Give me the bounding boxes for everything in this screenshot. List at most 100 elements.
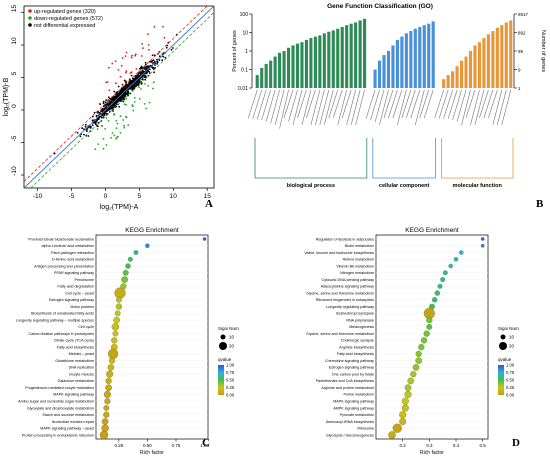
category-label-stub	[461, 89, 471, 126]
category-label-stub	[306, 89, 316, 119]
color-legend-label: 0.50	[226, 378, 235, 383]
scatter-point	[96, 128, 99, 131]
data-point	[401, 404, 409, 412]
data-point	[99, 430, 109, 440]
scatter-point	[129, 86, 132, 89]
bar	[413, 28, 417, 89]
bar	[322, 33, 326, 88]
chart-title: Gene Function Classification (GO)	[327, 3, 433, 10]
scatter-point	[76, 132, 79, 134]
bar	[468, 51, 473, 88]
panel-label-b: B	[536, 198, 544, 210]
scatter-point	[157, 53, 159, 55]
scatter-point	[142, 67, 145, 69]
bar	[278, 52, 282, 88]
category-label: Arginine and proline metabolism	[321, 386, 374, 390]
category-label-stub	[355, 89, 365, 126]
scatter-point	[137, 72, 140, 75]
category-label: Biotin metabolism	[345, 244, 374, 248]
category-label-stub	[370, 89, 380, 121]
bar	[345, 25, 349, 89]
category-label-stub	[452, 89, 462, 121]
category-label-stub	[397, 89, 407, 126]
category-label: Plant pathogen interaction	[51, 251, 94, 255]
category-label: Biosynthesis of unsaturated fatty acids	[31, 312, 94, 316]
scatter-point	[147, 33, 149, 35]
data-point	[480, 243, 485, 248]
y-tick-label: 1	[245, 49, 248, 55]
scatter-point	[116, 136, 118, 139]
size-legend-label: 20	[509, 344, 515, 349]
scatter-point	[154, 64, 156, 66]
bar	[286, 47, 291, 88]
scatter-point	[113, 112, 116, 115]
category-label-stub	[274, 89, 285, 126]
category-label-stub	[297, 89, 307, 119]
category-label: Galactose metabolism	[58, 379, 94, 383]
category-label-stub	[419, 89, 430, 119]
scatter-point	[108, 66, 110, 69]
x-tick-label: 0	[104, 193, 108, 200]
scatter-point	[141, 69, 144, 72]
y-axis-label: Percent of genes	[232, 30, 238, 72]
category-label: Fatty acid degradation	[58, 285, 95, 289]
x-axis-label: log₂(TPM)-A	[100, 204, 139, 211]
bar	[455, 66, 459, 88]
scatter-point	[150, 60, 153, 63]
category-label-stub	[252, 89, 262, 119]
scatter-point	[131, 85, 134, 88]
scatter-point	[104, 101, 107, 104]
scatter-point	[138, 86, 141, 89]
data-point	[112, 330, 119, 337]
data-point	[106, 370, 114, 378]
category-label: AMPK signaling pathway	[333, 406, 374, 410]
category-label-stub	[319, 89, 330, 126]
category-label: alpha-Linolenic acid metabolism	[42, 244, 94, 248]
category-label: Meiosis – yeast	[69, 352, 94, 356]
scatter-point	[141, 43, 144, 45]
data-point	[415, 350, 422, 357]
scatter-point	[103, 112, 106, 115]
category-label: Ribosome biogenesis in eukaryotes	[316, 298, 374, 302]
data-point	[115, 303, 122, 310]
bar-group	[365, 21, 435, 126]
scatter-point	[102, 116, 105, 118]
group-bracket	[441, 138, 514, 179]
chart-title: KEGG Enrichment	[405, 227, 459, 234]
scatter-point	[102, 100, 105, 103]
lower-fold-line	[30, 12, 215, 189]
data-point	[448, 263, 453, 269]
scatter-point	[139, 68, 141, 70]
bar	[273, 56, 277, 88]
scatter-point	[91, 115, 94, 118]
category-label-stub	[332, 89, 343, 119]
data-point	[392, 423, 402, 433]
bar	[400, 36, 404, 88]
category-label: Glycolysis / Gluconeogenesis	[326, 433, 374, 437]
color-legend-title: qvalue	[218, 357, 232, 362]
category-label-stub	[447, 89, 458, 120]
scatter-point	[144, 63, 147, 66]
data-point	[418, 344, 425, 351]
scatter-point	[103, 107, 106, 110]
right-tick-label: 89	[518, 49, 524, 54]
category-label: Motor proteins	[70, 305, 94, 309]
scatter-point	[141, 78, 144, 81]
scatter-point	[111, 132, 114, 134]
scatter-point	[115, 127, 118, 129]
data-point	[440, 277, 446, 282]
bar	[340, 26, 344, 88]
size-legend-marker	[500, 334, 506, 340]
bar	[318, 35, 322, 88]
scatter-point	[131, 104, 134, 106]
data-point	[101, 424, 109, 432]
data-point	[407, 377, 415, 385]
scatter-point	[129, 82, 132, 84]
scatter-point	[151, 54, 154, 57]
category-label: One carbon pool by folate	[332, 372, 374, 376]
category-label-stub	[497, 89, 507, 126]
category-label-stub	[423, 89, 434, 119]
x-tick-label: 0.50	[143, 443, 152, 448]
bar	[264, 63, 268, 88]
scatter-point	[130, 56, 133, 59]
